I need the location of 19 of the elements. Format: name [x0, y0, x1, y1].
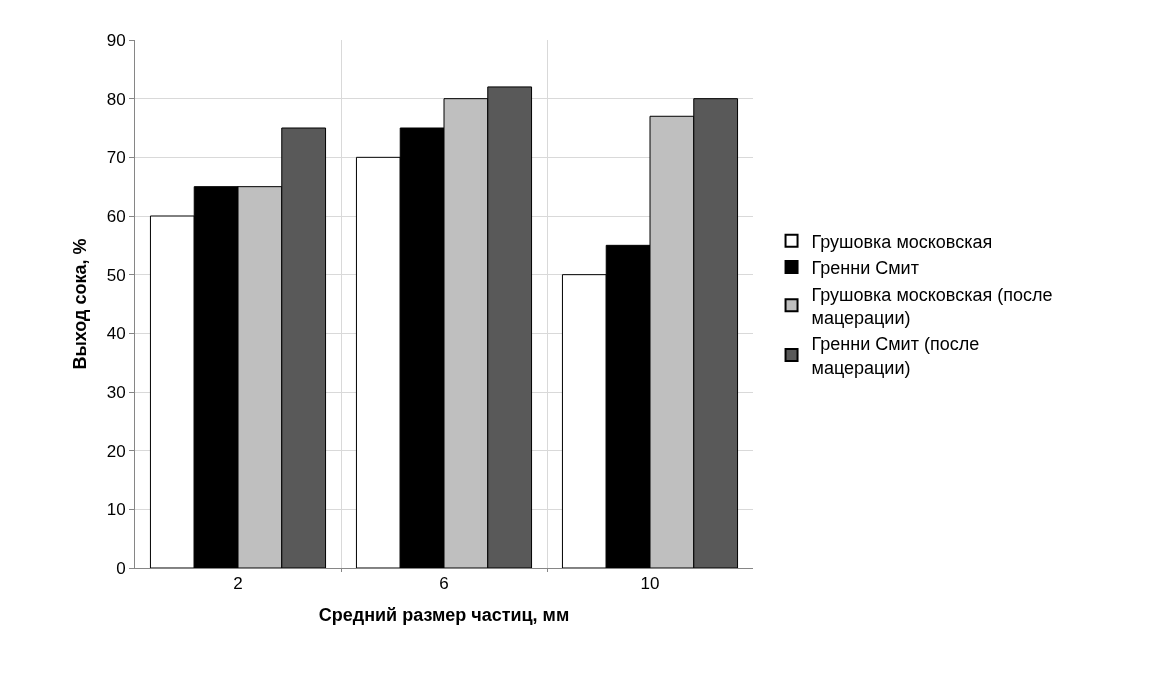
y-tick-label: 90 [106, 30, 126, 50]
legend-label: Гренни Смит (после мацерации) [811, 334, 980, 378]
x-axis-title: Средний размер частиц, мм [318, 604, 570, 625]
x-tick-label: 2 [233, 574, 243, 594]
y-tick-label: 30 [106, 382, 126, 402]
y-tick-label: 10 [106, 500, 126, 520]
legend-label: Гренни Смит [811, 258, 919, 279]
legend-label: Грушовка московская [811, 231, 993, 252]
x-tick-label: 6 [439, 574, 449, 594]
y-axis-title: Выход сока, % [69, 238, 90, 370]
y-tick-label: 80 [106, 89, 126, 109]
x-tick-label: 10 [640, 574, 660, 594]
y-tick-label: 70 [106, 148, 126, 168]
legend-label: Грушовка московская (после мацерации) [811, 284, 1053, 328]
y-tick-label: 0 [116, 558, 126, 578]
y-tick-label: 50 [106, 265, 126, 285]
y-tick-label: 40 [106, 324, 126, 344]
y-tick-label: 20 [106, 441, 126, 461]
y-tick-label: 60 [106, 206, 126, 226]
